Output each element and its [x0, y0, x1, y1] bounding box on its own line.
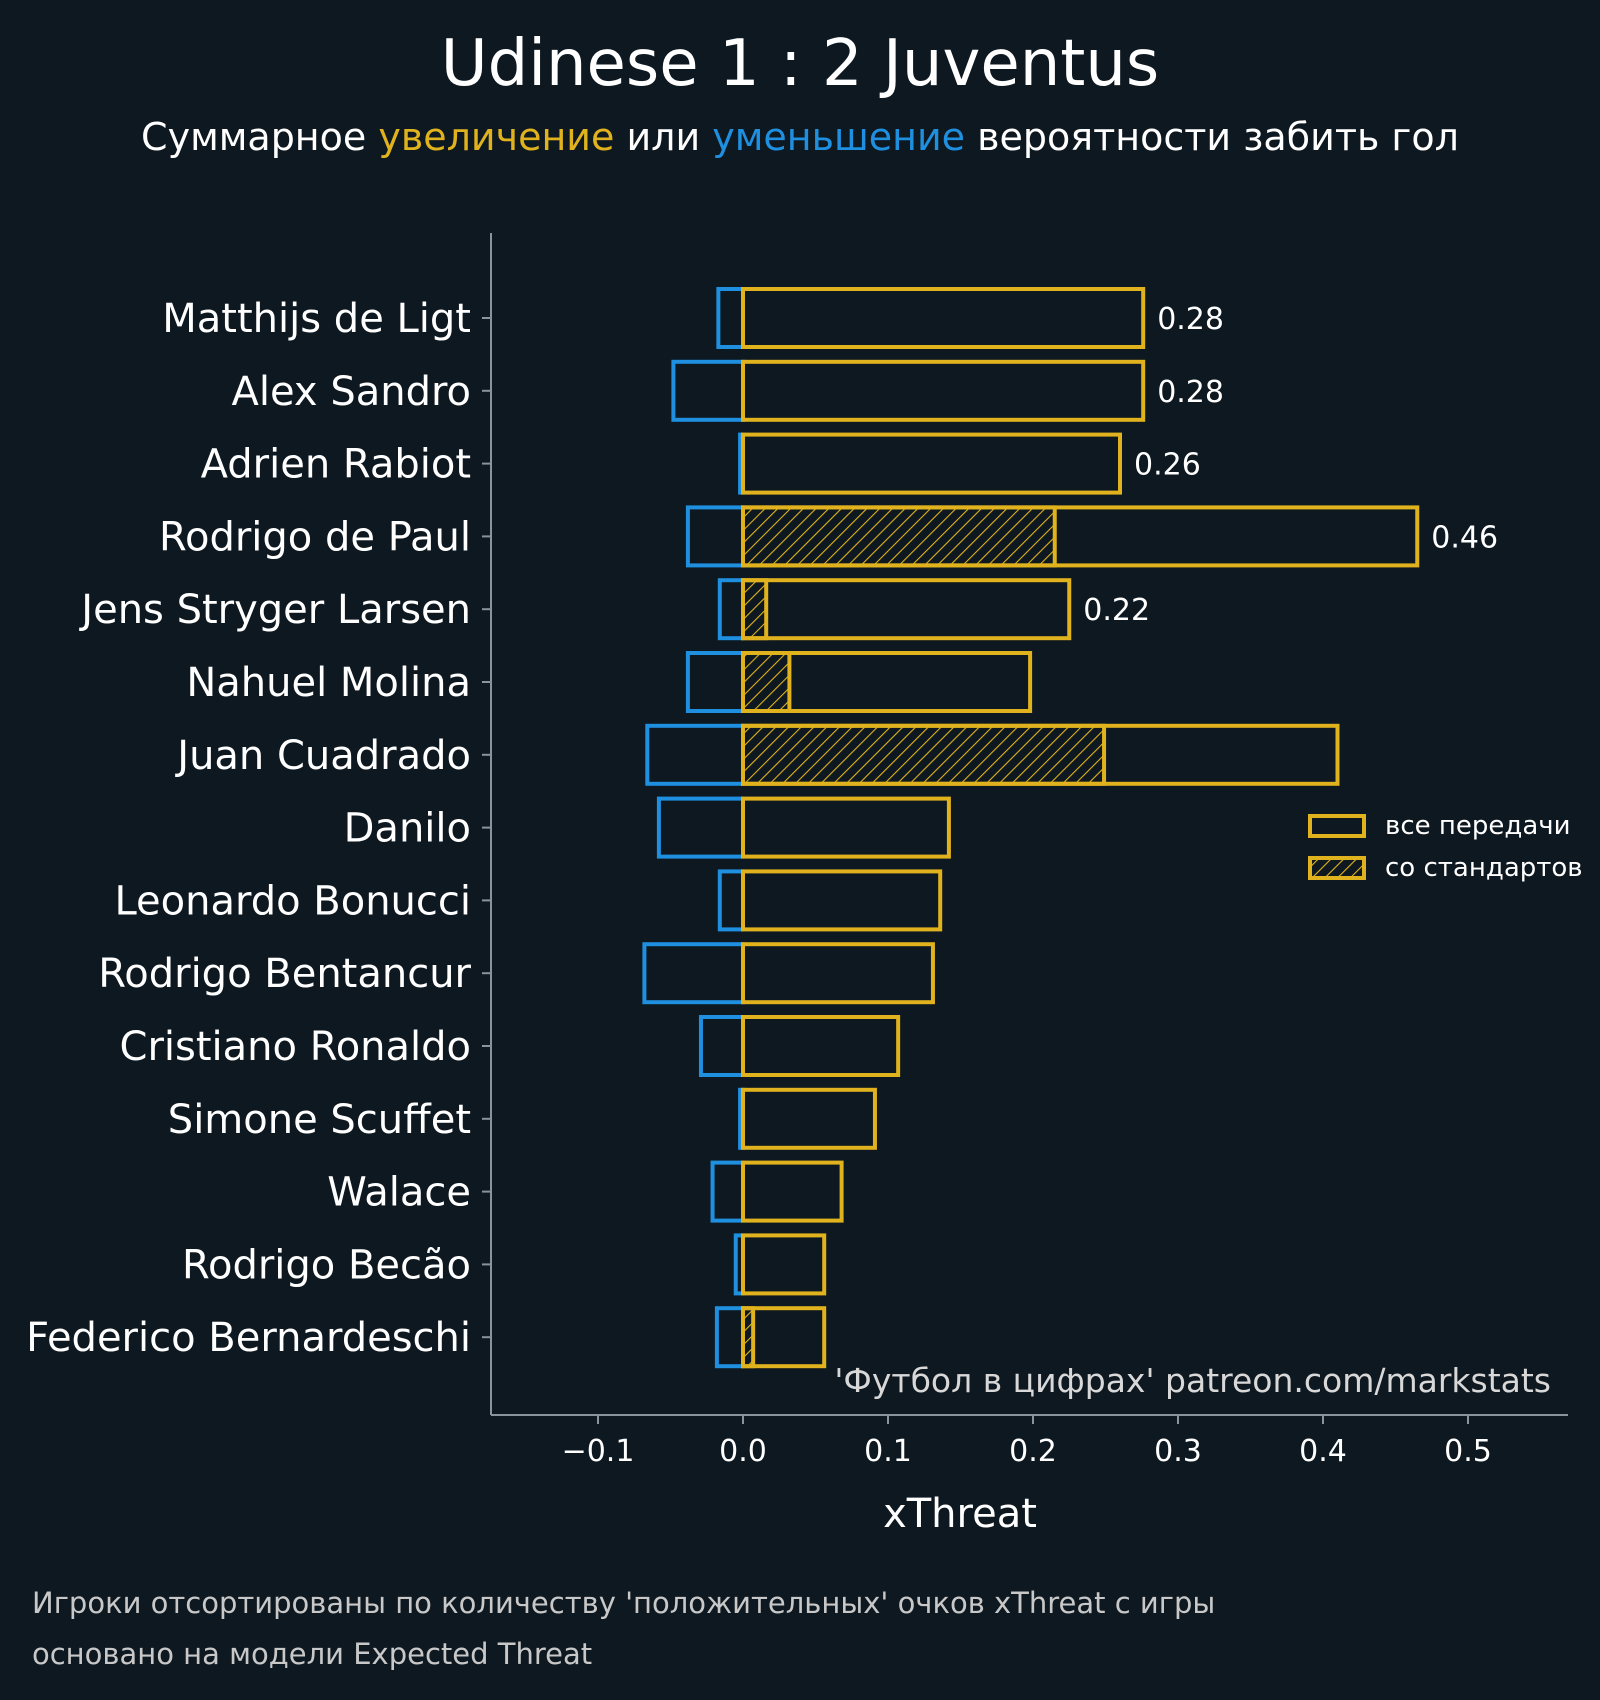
value-label: 0.28 [1157, 375, 1224, 410]
positive-bar [741, 942, 935, 1005]
value-label: 0.28 [1157, 302, 1224, 337]
positive-bar [741, 869, 943, 932]
legend-swatch-all-passes [1308, 814, 1366, 838]
bars [642, 287, 1420, 1369]
positive-bar [741, 1306, 827, 1369]
watermark: 'Футбол в цифрах' patreon.com/markstats [834, 1361, 1551, 1400]
legend-swatch-set-pieces [1308, 856, 1366, 880]
footnote-line-1: Игроки отсортированы по количеству 'поло… [32, 1586, 1215, 1620]
positive-bar [741, 651, 1033, 713]
set-piece-bar [741, 651, 792, 713]
y-tick-label: Leonardo Bonucci [114, 878, 471, 924]
y-tick-label: Federico Bernardeschi [26, 1315, 471, 1361]
y-tick-label: Matthijs de Ligt [162, 296, 471, 342]
positive-bar [741, 723, 1340, 786]
footnote-line-2: основано на модели Expected Threat [32, 1637, 592, 1671]
y-tick-label: Rodrigo Becão [182, 1242, 471, 1288]
legend-label: все передачи [1385, 811, 1571, 841]
y-tick-label: Rodrigo Bentancur [98, 951, 471, 997]
set-piece-bar [741, 578, 769, 641]
y-tick-label: Adrien Rabiot [201, 442, 471, 488]
subtitle-part-3: уменьшение [712, 115, 965, 159]
set-piece-bar [741, 723, 1107, 786]
x-tick-label: 0.3 [1154, 1434, 1202, 1469]
value-label: 0.46 [1431, 520, 1498, 555]
x-tick-label: −0.1 [562, 1434, 635, 1469]
y-tick-labels: Matthijs de Ligt Alex Sandro Adrien Rabiot… [26, 296, 471, 1361]
positive-bar [741, 432, 1122, 495]
subtitle-part-1: увеличение [378, 115, 614, 159]
subtitle-part-0: Суммарное [141, 115, 378, 159]
x-tick-label: 0.2 [1009, 1434, 1057, 1469]
y-tick-label: Alex Sandro [232, 369, 471, 415]
set-piece-bar [741, 505, 1057, 568]
positive-bar [741, 359, 1146, 422]
value-labels: 0.28 0.28 0.26 0.46 0.22 [1083, 302, 1498, 628]
x-tick-label: 0.4 [1299, 1434, 1347, 1469]
chart-subtitle: Суммарное увеличение или уменьшение веро… [141, 115, 1459, 159]
positive-bar [741, 1087, 877, 1150]
y-tick-label: Walace [327, 1170, 471, 1216]
x-tick-labels: −0.1 0.0 0.1 0.2 0.3 0.4 0.5 [562, 1434, 1492, 1469]
value-label: 0.26 [1134, 448, 1201, 483]
positive-bar [741, 796, 951, 859]
y-tick-label: Cristiano Ronaldo [120, 1024, 471, 1070]
subtitle-part-4: вероятности забить гол [965, 115, 1459, 159]
x-tick-label: 0.1 [864, 1434, 912, 1469]
x-tick-label: 0.5 [1444, 1434, 1492, 1469]
value-label: 0.22 [1083, 593, 1150, 628]
x-axis-label: xThreat [883, 1491, 1037, 1537]
y-tick-label: Danilo [344, 806, 471, 852]
y-tick-label: Juan Cuadrado [174, 733, 471, 779]
y-tick-label: Simone Scuffet [168, 1097, 471, 1143]
positive-bar [741, 505, 1420, 568]
positive-bar [741, 578, 1072, 641]
y-tick-label: Rodrigo de Paul [159, 514, 471, 560]
y-tick-label: Jens Stryger Larsen [78, 587, 471, 633]
axes [482, 233, 1568, 1424]
x-tick-label: 0.0 [719, 1434, 767, 1469]
legend: все передачи со стандартов [1308, 811, 1583, 883]
subtitle-part-2: или [614, 115, 712, 159]
positive-bar [741, 287, 1146, 349]
positive-bar [741, 1015, 901, 1077]
chart-title: Udinese 1 : 2 Juventus [441, 27, 1160, 101]
y-tick-label: Nahuel Molina [186, 660, 471, 706]
legend-label: со стандартов [1385, 853, 1583, 883]
positive-bar [741, 1233, 827, 1296]
positive-bar [741, 1160, 844, 1223]
